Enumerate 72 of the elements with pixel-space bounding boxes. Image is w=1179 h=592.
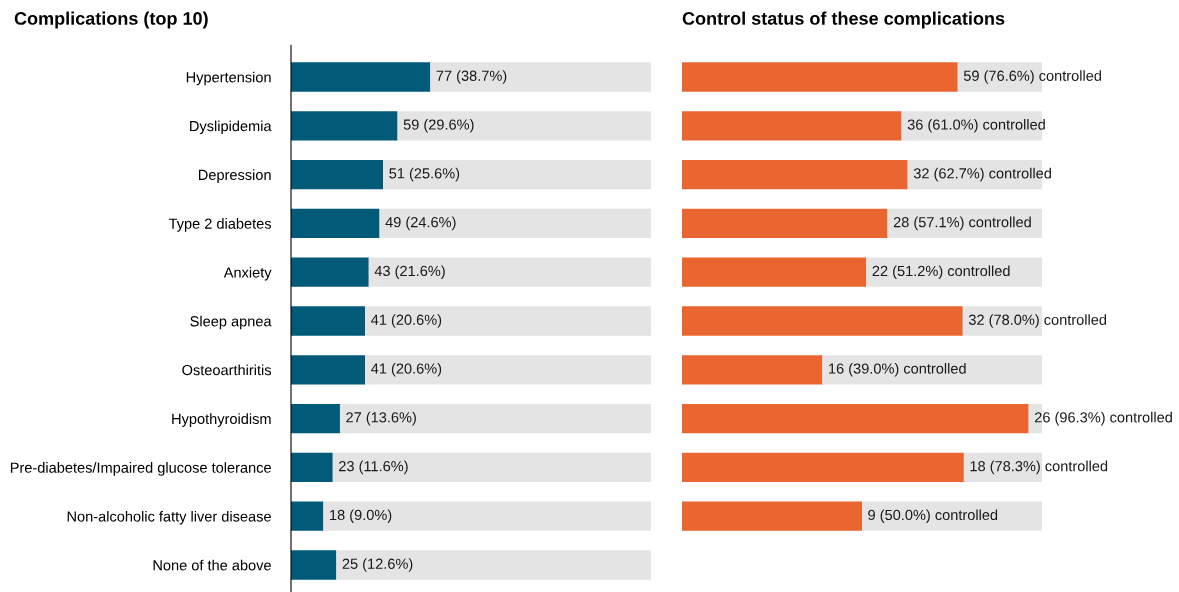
bar — [291, 501, 324, 531]
bar — [291, 403, 340, 434]
bar — [963, 452, 1042, 483]
data-label: 51 (25.6%) — [389, 167, 460, 182]
bar — [682, 501, 862, 531]
bar — [336, 550, 651, 580]
data-label: 32 (62.7%) controlled — [913, 167, 1051, 182]
bar — [682, 452, 964, 483]
bar — [332, 452, 651, 483]
data-label: 36 (61.0%) controlled — [907, 119, 1045, 133]
bar — [365, 306, 651, 336]
y-tick-label: Type 2 diabetes — [168, 218, 272, 232]
data-label: 32 (78.0%) controlled — [968, 314, 1107, 328]
data-label: 43 (21.6%) — [374, 265, 445, 279]
y-tick-label: Hypertension — [186, 71, 271, 86]
bar — [682, 403, 1029, 434]
y-tick-label: Anxiety — [223, 266, 272, 281]
bar — [682, 159, 908, 190]
y-tick-label: Non-alcoholic fatty liver disease — [67, 510, 271, 525]
data-label: 22 (51.2%) controlled — [872, 265, 1010, 279]
bar — [397, 111, 651, 141]
data-label: 25 (12.6%) — [342, 558, 413, 572]
bar — [682, 208, 888, 239]
bar — [682, 306, 963, 336]
bar — [291, 452, 333, 483]
y-tick-label: Pre-diabetes/Impaired glucose tolerance — [10, 462, 271, 476]
y-tick-label: Hypothyroidism — [172, 413, 271, 427]
bar — [368, 257, 651, 287]
bar — [379, 208, 651, 239]
data-label: 27 (13.6%) — [346, 411, 416, 426]
text: Complications (top 10) — [14, 11, 208, 29]
data-label: 26 (96.3%) controlled — [1034, 411, 1172, 426]
bar — [682, 355, 823, 385]
data-label: 18 (78.3%) controlled — [970, 460, 1108, 475]
bar — [291, 111, 398, 141]
y-tick-label: Dyslipidemia — [190, 120, 272, 135]
data-label: 41 (20.6%) — [371, 314, 442, 328]
bar — [291, 208, 380, 239]
bar — [291, 306, 366, 336]
bar — [682, 111, 902, 141]
data-label: 59 (76.6%) controlled — [963, 70, 1101, 84]
bar — [339, 403, 651, 434]
bar — [291, 62, 431, 92]
bar — [962, 306, 1042, 336]
data-label: 41 (20.6%) — [371, 363, 442, 377]
bar — [291, 257, 369, 287]
data-label: 16 (39.0%) controlled — [829, 363, 966, 377]
data-label: 9 (50.0%) controlled — [868, 509, 998, 523]
bar — [866, 257, 1042, 287]
bar — [291, 159, 384, 190]
bar — [323, 501, 651, 531]
data-label: 23 (11.6%) — [339, 460, 408, 475]
data-label: 77 (38.7%) — [436, 70, 507, 84]
bar — [291, 550, 337, 580]
chart-title: Control status of these complications — [682, 11, 1005, 29]
bar — [887, 208, 1042, 239]
y-tick-label: Sleep apnea — [190, 315, 272, 330]
bar — [365, 355, 651, 385]
bar — [862, 501, 1042, 531]
bar — [291, 355, 366, 385]
y-tick-label: None of the above — [153, 559, 271, 571]
data-label: 28 (57.1%) controlled — [893, 216, 1031, 231]
bar — [822, 355, 1042, 385]
bar — [430, 62, 651, 92]
bar — [682, 257, 867, 287]
bar — [383, 159, 651, 190]
data-label: 49 (24.6%) — [385, 216, 456, 231]
y-tick-label: Osteoarthiritis — [182, 364, 272, 376]
bar — [682, 62, 958, 92]
data-label: 18 (9.0%) — [330, 509, 392, 523]
data-label: 59 (29.6%) — [403, 119, 474, 133]
y-tick-label: Depression — [198, 169, 271, 183]
